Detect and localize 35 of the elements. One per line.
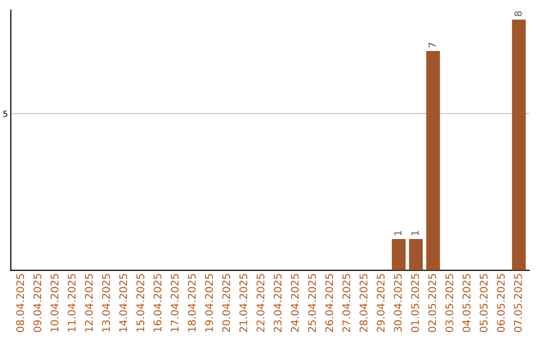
x-tick-label: 11.04.2025	[68, 274, 76, 332]
x-tick-label: 13.04.2025	[102, 274, 110, 332]
data-label: 1	[412, 230, 419, 236]
y-tick-label: 5	[3, 110, 8, 117]
x-tick-label: 04.05.2025	[462, 274, 470, 332]
x-tick-label: 08.04.2025	[16, 274, 24, 332]
x-tick-label: 30.04.2025	[394, 274, 402, 332]
data-label: 1	[394, 230, 402, 236]
x-tick-label: 15.04.2025	[136, 274, 144, 332]
x-tick-label: 24.04.2025	[290, 274, 299, 332]
x-tick-label: 12.04.2025	[84, 274, 93, 332]
x-tick-label: 05.05.2025	[480, 274, 488, 332]
x-tick-label: 25.04.2025	[308, 274, 316, 332]
x-tick-label: 23.04.2025	[274, 274, 282, 332]
x-tick-label: 28.04.2025	[360, 274, 368, 332]
x-tick-label: 29.04.2025	[376, 274, 385, 332]
x-tick-label: 19.04.2025	[205, 274, 213, 332]
x-tick-label: 20.04.2025	[222, 274, 230, 332]
x-tick-label: 18.04.2025	[188, 274, 196, 332]
x-tick-label: 02.05.2025	[428, 274, 436, 332]
data-label: 8	[514, 11, 522, 16]
x-tick-label: 06.05.2025	[496, 274, 505, 332]
x-tick-label: 22.04.2025	[256, 274, 264, 332]
x-tick-label: 14.04.2025	[119, 274, 128, 332]
x-tick-label: 07.05.2025	[514, 274, 522, 332]
x-tick-label: 03.05.2025	[445, 274, 454, 332]
x-tick-label: 27.04.2025	[342, 274, 350, 332]
x-tick-label: 16.04.2025	[154, 274, 162, 332]
x-tick-label: 09.04.2025	[33, 274, 42, 332]
x-tick-label: 01.05.2025	[411, 274, 419, 332]
x-tick-label: 17.04.2025	[170, 274, 179, 332]
x-tick-label: 21.04.2025	[239, 274, 248, 332]
data-label: 7	[428, 42, 436, 48]
x-tick-label: 26.04.2025	[325, 274, 334, 332]
x-tick-label: 10.04.2025	[50, 274, 58, 332]
